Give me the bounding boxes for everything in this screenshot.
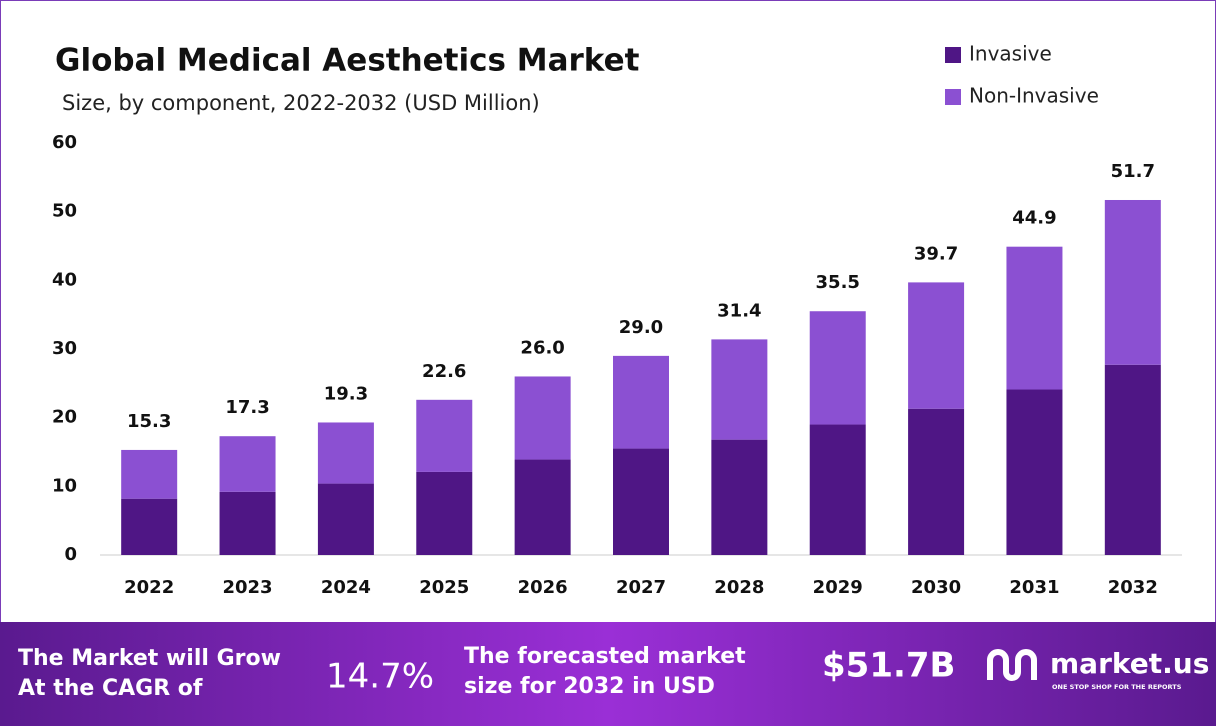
y-tick-label: 50: [52, 201, 77, 222]
total-label: 26.0: [520, 337, 564, 358]
total-label: 22.6: [422, 361, 466, 382]
total-label: 35.5: [816, 272, 860, 293]
bar-segment: [514, 376, 571, 460]
chart-subtitle: Size, by component, 2022-2032 (USD Milli…: [62, 91, 540, 115]
bar-segment: [809, 311, 866, 425]
total-label: 39.7: [914, 243, 958, 264]
cagr-text: At the CAGR of: [18, 676, 203, 701]
legend-label: Invasive: [969, 42, 1052, 66]
y-tick-label: 60: [52, 132, 77, 153]
total-label: 29.0: [619, 317, 663, 338]
forecast-text: size for 2032 in USD: [464, 674, 715, 699]
bar-segment: [317, 483, 374, 555]
bar-segment: [613, 448, 669, 555]
y-tick-label: 20: [52, 407, 77, 428]
bar-segment: [317, 422, 374, 484]
y-tick-label: 30: [52, 338, 77, 359]
x-tick-label: 2023: [222, 577, 272, 598]
x-tick-label: 2026: [518, 577, 568, 598]
forecast-value: $51.7B: [822, 646, 955, 686]
legend-swatch: [945, 89, 961, 105]
tagline: ONE STOP SHOP FOR THE REPORTS: [1052, 683, 1182, 691]
bar-segment: [809, 424, 866, 555]
chart-title: Global Medical Aesthetics Market: [55, 43, 640, 79]
cagr-text: The Market will Grow: [18, 646, 281, 671]
bar-segment: [219, 491, 276, 555]
total-label: 19.3: [324, 383, 368, 404]
bar-segment: [219, 436, 276, 492]
forecast-text: The forecasted market: [464, 644, 746, 669]
legend-label: Non-Invasive: [969, 84, 1099, 108]
bar-segment: [121, 498, 178, 555]
banner: [0, 622, 1216, 726]
y-tick-label: 0: [64, 544, 77, 565]
bar-segment: [1006, 246, 1063, 390]
y-tick-label: 40: [52, 269, 77, 290]
bar-segment: [908, 282, 965, 409]
total-label: 17.3: [225, 397, 269, 418]
x-tick-label: 2030: [911, 577, 961, 598]
x-tick-label: 2028: [714, 577, 764, 598]
y-tick-label: 10: [52, 475, 77, 496]
logo-icon: [987, 649, 1037, 681]
x-tick-label: 2025: [419, 577, 469, 598]
legend-swatch: [945, 47, 961, 63]
banner-text: The Market will Grow At the CAGR of 14.7…: [18, 644, 1209, 701]
logo: market.us: [1050, 647, 1209, 680]
bar-segment: [908, 408, 965, 555]
total-label: 15.3: [127, 411, 171, 432]
total-label: 31.4: [717, 300, 761, 321]
bar-segment: [416, 399, 473, 472]
x-tick-label: 2031: [1009, 577, 1059, 598]
x-tick-label: 2022: [124, 577, 174, 598]
bar-segment: [1104, 199, 1161, 365]
bar-segment: [1006, 389, 1063, 555]
bar-segment: [416, 471, 473, 555]
x-tick-label: 2032: [1108, 577, 1158, 598]
bar-segment: [1104, 364, 1161, 555]
cagr-value: 14.7%: [326, 657, 434, 697]
bar-segment: [711, 339, 768, 440]
bar-segment: [711, 439, 768, 555]
bar-segment: [613, 355, 669, 449]
bar-segment: [121, 449, 178, 499]
bar-segment: [514, 459, 571, 555]
total-label: 44.9: [1012, 208, 1056, 229]
x-tick-label: 2027: [616, 577, 666, 598]
x-tick-label: 2024: [321, 577, 371, 598]
total-label: 51.7: [1111, 161, 1155, 182]
x-tick-label: 2029: [813, 577, 863, 598]
